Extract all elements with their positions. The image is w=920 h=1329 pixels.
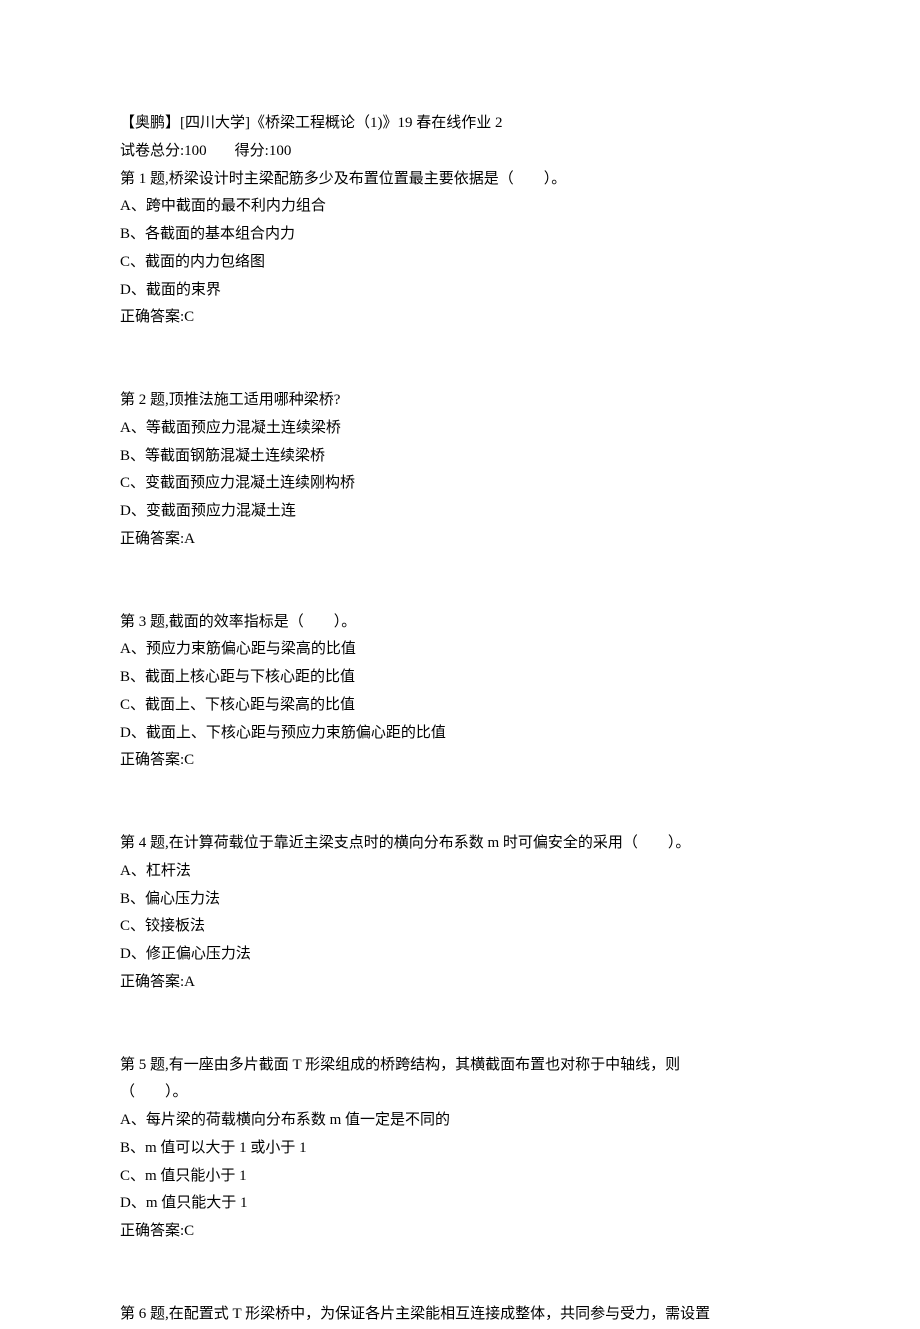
option-d: D、截面的束界 [120, 277, 800, 305]
option-d: D、m 值只能大于 1 [120, 1190, 800, 1218]
exam-title: 【奥鹏】[四川大学]《桥梁工程概论（1)》19 春在线作业 2 [120, 110, 800, 138]
correct-answer: 正确答案:C [120, 1218, 800, 1246]
question-text-line2: （ ）。 [120, 1079, 800, 1107]
option-b: B、截面上核心距与下核心距的比值 [120, 664, 800, 692]
total-score-label: 试卷总分:100 [120, 143, 207, 159]
question-3: 第 3 题,截面的效率指标是（ ）。 A、预应力束筋偏心距与梁高的比值 B、截面… [120, 609, 800, 776]
question-6: 第 6 题,在配置式 T 形梁桥中，为保证各片主梁能相互连接成整体，共同参与受力… [120, 1301, 800, 1329]
question-text: 第 3 题,截面的效率指标是（ ）。 [120, 609, 800, 637]
option-c: C、m 值只能小于 1 [120, 1163, 800, 1191]
score-line: 试卷总分:100 得分:100 [120, 138, 800, 166]
option-a: A、杠杆法 [120, 858, 800, 886]
option-c: C、铰接板法 [120, 913, 800, 941]
correct-answer: 正确答案:C [120, 304, 800, 332]
question-text: 第 4 题,在计算荷载位于靠近主梁支点时的横向分布系数 m 时可偏安全的采用（ … [120, 830, 800, 858]
option-d: D、变截面预应力混凝土连 [120, 498, 800, 526]
question-4: 第 4 题,在计算荷载位于靠近主梁支点时的横向分布系数 m 时可偏安全的采用（ … [120, 830, 800, 997]
option-c: C、变截面预应力混凝土连续刚构桥 [120, 470, 800, 498]
option-b: B、m 值可以大于 1 或小于 1 [120, 1135, 800, 1163]
correct-answer: 正确答案:A [120, 969, 800, 997]
option-d: D、截面上、下核心距与预应力束筋偏心距的比值 [120, 720, 800, 748]
question-text: 第 6 题,在配置式 T 形梁桥中，为保证各片主梁能相互连接成整体，共同参与受力… [120, 1301, 800, 1329]
option-c: C、截面上、下核心距与梁高的比值 [120, 692, 800, 720]
question-5: 第 5 题,有一座由多片截面 T 形梁组成的桥跨结构，其横截面布置也对称于中轴线… [120, 1052, 800, 1246]
correct-answer: 正确答案:C [120, 747, 800, 775]
question-1: 第 1 题,桥梁设计时主梁配筋多少及布置位置最主要依据是（ ）。 A、跨中截面的… [120, 166, 800, 333]
option-a: A、跨中截面的最不利内力组合 [120, 193, 800, 221]
question-text: 第 1 题,桥梁设计时主梁配筋多少及布置位置最主要依据是（ ）。 [120, 166, 800, 194]
option-c: C、截面的内力包络图 [120, 249, 800, 277]
option-b: B、偏心压力法 [120, 886, 800, 914]
option-d: D、修正偏心压力法 [120, 941, 800, 969]
question-text-line1: 第 5 题,有一座由多片截面 T 形梁组成的桥跨结构，其横截面布置也对称于中轴线… [120, 1052, 800, 1080]
got-score-label: 得分:100 [235, 143, 292, 159]
correct-answer: 正确答案:A [120, 526, 800, 554]
option-a: A、预应力束筋偏心距与梁高的比值 [120, 636, 800, 664]
option-a: A、每片梁的荷载横向分布系数 m 值一定是不同的 [120, 1107, 800, 1135]
option-b: B、等截面钢筋混凝土连续梁桥 [120, 443, 800, 471]
option-b: B、各截面的基本组合内力 [120, 221, 800, 249]
question-text: 第 2 题,顶推法施工适用哪种梁桥? [120, 387, 800, 415]
question-2: 第 2 题,顶推法施工适用哪种梁桥? A、等截面预应力混凝土连续梁桥 B、等截面… [120, 387, 800, 554]
option-a: A、等截面预应力混凝土连续梁桥 [120, 415, 800, 443]
